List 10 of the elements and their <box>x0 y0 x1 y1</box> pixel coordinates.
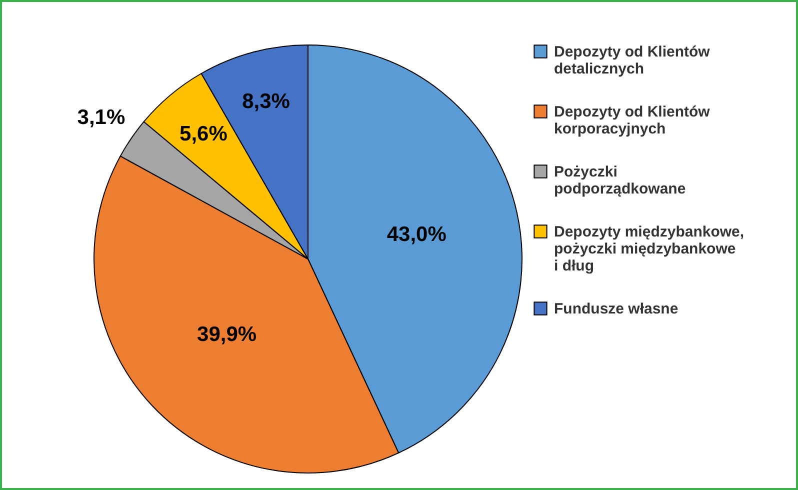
legend-label: Depozyty międzybankowe, pożyczki międzybankowe i dług <box>554 224 744 274</box>
data-label: 5,6% <box>180 122 228 146</box>
legend-label: Depozyty od Klientów korporacyjnych <box>554 104 710 138</box>
legend-label: Depozyty od Klientów detalicznych <box>554 44 710 78</box>
legend-label: Fundusze własne <box>554 300 678 318</box>
data-label: 8,3% <box>242 90 290 113</box>
data-label: 3,1% <box>77 106 126 129</box>
legend-label: Pożyczki podporządkowane <box>554 164 686 198</box>
data-label: 43,0% <box>386 222 447 246</box>
data-label: 39,9% <box>197 323 257 346</box>
